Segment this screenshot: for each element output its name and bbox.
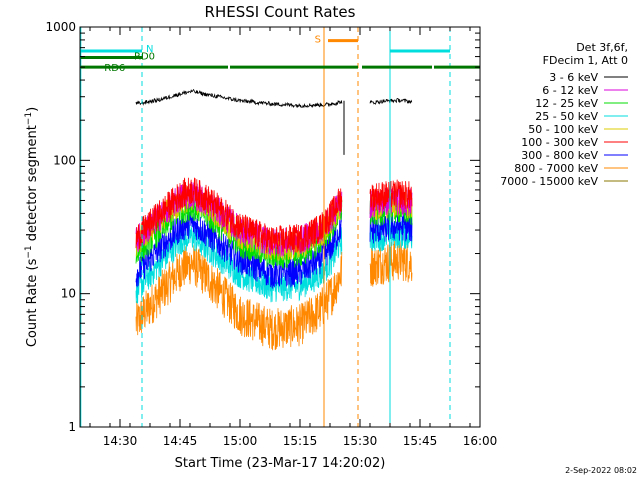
y-label-exponent-1: −1 (24, 245, 34, 258)
series-line-300-800-kev-segment-2 (369, 212, 413, 244)
x-axis-ticks: 14:30 14:45 15:00 15:15 15:30 15:45 16:00 (89, 27, 498, 448)
x-axis-label: Start Time (23-Mar-17 14:20:02) (175, 456, 386, 471)
flag-label-rd0: RD0 (134, 52, 155, 63)
flag-label-n: N (146, 44, 153, 55)
legend-header-line-2: FDecim 1, Att 0 (543, 54, 628, 67)
legend-entry-label: 100 - 300 keV (521, 136, 598, 149)
y-tick-label: 1000 (45, 20, 76, 34)
series-line-800-7000-kev-segment-2 (369, 240, 413, 287)
y-axis-ticks: 1 10 100 1000 (45, 20, 480, 434)
series-line-100-300-kev-segment-2 (369, 179, 413, 211)
y-tick-label: 10 (61, 287, 76, 301)
y-tick-label: 1 (68, 420, 76, 434)
x-tick-label: 15:00 (223, 434, 258, 448)
legend-entry-label: 3 - 6 keV (549, 71, 598, 84)
x-tick-label: 14:45 (163, 434, 198, 448)
y-label-part-2: detector segment (25, 125, 40, 245)
flag-label-s: S (315, 35, 321, 46)
legend-entry-label: 25 - 50 keV (535, 110, 598, 123)
plot-frame (79, 26, 481, 428)
y-label-part-3: ) (25, 107, 40, 112)
chart-title: RHESSI Count Rates (205, 3, 356, 21)
series-line-800-7000-kev-segment-1 (135, 245, 343, 351)
y-label-exponent-2: −1 (24, 112, 34, 125)
series-line-100-300-kev-segment-1 (135, 177, 343, 255)
flag-label-rd6: RD6 (104, 63, 125, 74)
legend-entry-label: 300 - 800 keV (521, 149, 598, 162)
x-tick-label: 15:45 (403, 434, 438, 448)
series-line-25-50-kev-segment-1 (135, 223, 343, 304)
series-line-3-6-kev-segment-1 (135, 88, 343, 109)
x-tick-label: 14:30 (103, 434, 138, 448)
generation-timestamp: 2-Sep-2022 08:02 (565, 466, 637, 475)
y-axis-label: Count Rate (s−1 detector segment−1) (24, 107, 40, 347)
x-tick-label: 16:00 (463, 434, 498, 448)
legend-entry-label: 6 - 12 keV (542, 84, 598, 97)
legend-entry-label: 800 - 7000 keV (514, 162, 598, 175)
legend-entry-label: 12 - 25 keV (535, 97, 598, 110)
x-tick-label: 15:15 (283, 434, 318, 448)
legend-header-line-1: Det 3f,6f, (576, 41, 628, 54)
series-layer (135, 88, 413, 351)
legend-entry-label: 50 - 100 keV (528, 123, 598, 136)
legend-entry-label: 7000 - 15000 keV (500, 175, 598, 188)
x-tick-label: 15:30 (343, 434, 378, 448)
series-line-3-6-kev-segment-2 (369, 98, 413, 105)
y-tick-label: 100 (53, 153, 76, 167)
vertical-lines-layer (80, 27, 451, 427)
y-label-part-1: Count Rate (s (25, 258, 40, 347)
